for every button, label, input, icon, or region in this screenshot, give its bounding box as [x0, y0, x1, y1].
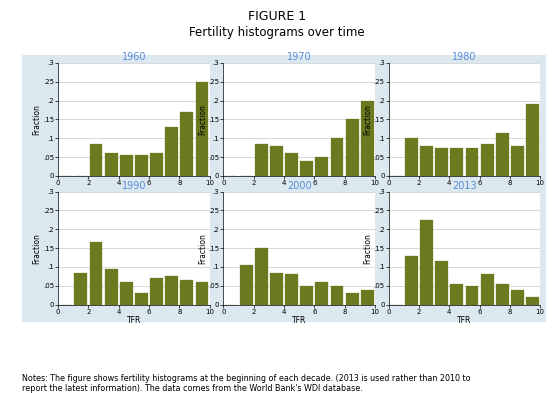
Bar: [511, 146, 524, 176]
Bar: [361, 101, 374, 176]
Bar: [120, 155, 133, 176]
Bar: [74, 273, 88, 305]
Bar: [90, 144, 102, 176]
Bar: [120, 282, 133, 305]
Title: 1970: 1970: [287, 52, 311, 62]
Bar: [270, 146, 283, 176]
Bar: [165, 127, 178, 176]
Bar: [135, 155, 148, 176]
Bar: [315, 282, 329, 305]
Bar: [361, 290, 374, 305]
Bar: [450, 148, 463, 176]
Title: 1960: 1960: [122, 52, 146, 62]
Bar: [435, 148, 448, 176]
Bar: [285, 274, 298, 305]
Bar: [420, 220, 433, 305]
Bar: [105, 153, 117, 176]
Title: 2013: 2013: [452, 181, 477, 191]
Bar: [331, 138, 343, 176]
X-axis label: TFR: TFR: [457, 316, 471, 325]
Bar: [181, 112, 193, 176]
Bar: [420, 146, 433, 176]
Bar: [331, 286, 343, 305]
Bar: [150, 153, 163, 176]
X-axis label: TFR: TFR: [292, 316, 306, 325]
Y-axis label: Fraction: Fraction: [363, 104, 372, 135]
Bar: [196, 82, 208, 176]
Title: 2000: 2000: [287, 181, 311, 191]
Title: 1990: 1990: [122, 181, 146, 191]
Bar: [405, 255, 418, 305]
Bar: [526, 104, 539, 176]
Bar: [196, 282, 208, 305]
Bar: [300, 286, 313, 305]
Bar: [405, 138, 418, 176]
Bar: [105, 269, 117, 305]
Bar: [481, 144, 494, 176]
Bar: [450, 284, 463, 305]
Bar: [496, 132, 509, 176]
Y-axis label: Fraction: Fraction: [363, 233, 372, 264]
Text: FIGURE 1: FIGURE 1: [248, 10, 306, 23]
Bar: [511, 290, 524, 305]
X-axis label: TFR: TFR: [127, 316, 141, 325]
Y-axis label: Fraction: Fraction: [198, 104, 207, 135]
Title: 1980: 1980: [452, 52, 476, 62]
Bar: [481, 274, 494, 305]
Bar: [285, 153, 298, 176]
Bar: [90, 242, 102, 305]
Bar: [150, 278, 163, 305]
Bar: [255, 144, 268, 176]
Bar: [300, 161, 313, 176]
Bar: [435, 261, 448, 305]
Bar: [346, 119, 358, 176]
Bar: [255, 248, 268, 305]
Bar: [181, 280, 193, 305]
Bar: [465, 148, 479, 176]
Y-axis label: Fraction: Fraction: [33, 104, 42, 135]
Bar: [135, 293, 148, 305]
Y-axis label: Fraction: Fraction: [33, 233, 42, 264]
Bar: [240, 265, 253, 305]
Text: Notes: The figure shows fertility histograms at the beginning of each decade. (2: Notes: The figure shows fertility histog…: [22, 374, 471, 393]
Y-axis label: Fraction: Fraction: [198, 233, 207, 264]
Bar: [315, 157, 329, 176]
Bar: [526, 297, 539, 305]
Bar: [165, 276, 178, 305]
Text: Fertility histograms over time: Fertility histograms over time: [189, 26, 365, 39]
Bar: [346, 293, 358, 305]
Bar: [465, 286, 479, 305]
Bar: [496, 284, 509, 305]
Bar: [270, 273, 283, 305]
